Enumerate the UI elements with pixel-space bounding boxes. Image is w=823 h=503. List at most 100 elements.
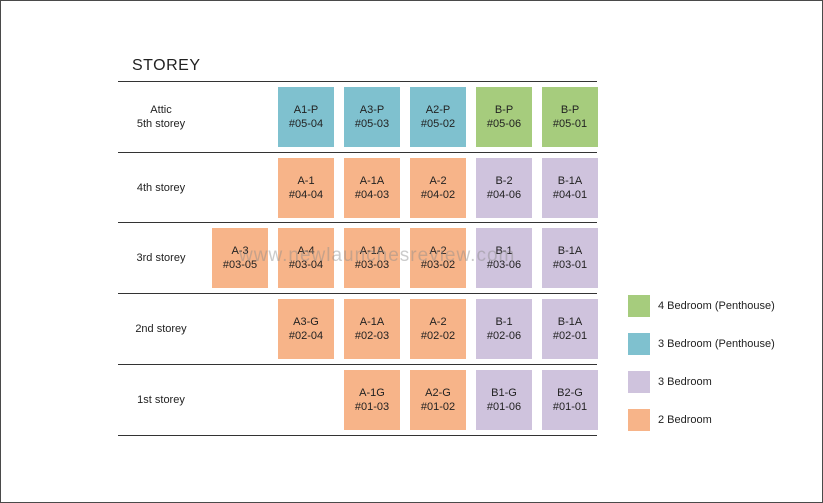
storey-label: 1st storey [118,393,204,407]
unit-type-code: B-2 [495,175,513,187]
diagram-title: STOREY [132,57,201,74]
unit-03-06[interactable]: B-1 #03-06 [476,228,532,288]
row-divider [118,81,597,82]
unit-05-01[interactable]: B-P #05-01 [542,87,598,147]
legend-swatch [628,371,650,393]
unit-03-02[interactable]: A-2 #03-02 [410,228,466,288]
unit-number: #04-03 [354,189,390,201]
unit-02-02[interactable]: A-2 #02-02 [410,299,466,359]
unit-type-code: A-1A [359,175,385,187]
unit-number: #05-01 [552,118,588,130]
unit-04-02[interactable]: A-2 #04-02 [410,158,466,218]
storey-label-line: 2nd storey [135,323,187,335]
unit-number: #01-06 [486,401,522,413]
unit-type-code: A-1A [359,316,385,328]
unit-type-code: B-1 [495,316,513,328]
unit-01-02[interactable]: A2-G #01-02 [410,370,466,430]
legend-swatch [628,295,650,317]
unit-03-01[interactable]: B-1A #03-01 [542,228,598,288]
unit-03-03[interactable]: A-1A #03-03 [344,228,400,288]
unit-type-code: B1-G [491,387,517,399]
storey-label-line: 4th storey [136,182,186,194]
unit-number: #03-01 [552,259,588,271]
unit-number: #03-05 [222,259,258,271]
unit-number: #03-03 [354,259,390,271]
row-divider [118,222,597,223]
unit-type-code: B-1A [557,245,583,257]
unit-type-code: B-P [560,104,580,116]
unit-type-code: A-4 [297,245,315,257]
unit-05-03[interactable]: A3-P #05-03 [344,87,400,147]
legend-label: 4 Bedroom (Penthouse) [658,300,775,312]
unit-number: #04-01 [552,189,588,201]
unit-number: #05-02 [420,118,456,130]
unit-number: #03-06 [486,259,522,271]
unit-type-code: B-1A [557,316,583,328]
unit-type-code: A3-P [359,104,385,116]
unit-type-code: A-1G [359,387,385,399]
unit-number: #01-03 [354,401,390,413]
unit-01-01[interactable]: B2-G #01-01 [542,370,598,430]
unit-number: #03-04 [288,259,324,271]
unit-type-code: A2-G [425,387,451,399]
unit-number: #01-01 [552,401,588,413]
legend-label: 2 Bedroom [658,414,712,426]
unit-type-code: B-1 [495,245,513,257]
row-divider [118,364,597,365]
unit-type-code: A-3 [231,245,249,257]
storey-label-line: 1st storey [137,394,185,406]
unit-number: #02-06 [486,330,522,342]
storey-label: 4th storey [118,181,204,195]
unit-type-code: A-2 [429,316,447,328]
storey-label-line: Attic [150,104,172,116]
unit-02-04[interactable]: A3-G #02-04 [278,299,334,359]
unit-number: #05-04 [288,118,324,130]
unit-number: #02-01 [552,330,588,342]
storey-label: Attic 5th storey [118,103,204,131]
unit-type-code: B-1A [557,175,583,187]
unit-type-code: A-1A [359,245,385,257]
unit-05-04[interactable]: A1-P #05-04 [278,87,334,147]
unit-05-06[interactable]: B-P #05-06 [476,87,532,147]
unit-number: #05-06 [486,118,522,130]
unit-type-code: A1-P [293,104,319,116]
storey-label: 2nd storey [118,322,204,336]
unit-04-04[interactable]: A-1 #04-04 [278,158,334,218]
unit-number: #04-06 [486,189,522,201]
unit-01-06[interactable]: B1-G #01-06 [476,370,532,430]
unit-number: #04-04 [288,189,324,201]
row-divider [118,435,597,436]
unit-04-01[interactable]: B-1A #04-01 [542,158,598,218]
unit-05-02[interactable]: A2-P #05-02 [410,87,466,147]
legend-swatch [628,409,650,431]
unit-type-code: A-1 [297,175,315,187]
unit-02-06[interactable]: B-1 #02-06 [476,299,532,359]
unit-02-03[interactable]: A-1A #02-03 [344,299,400,359]
unit-type-code: A3-G [293,316,319,328]
unit-number: #03-02 [420,259,456,271]
legend-item: 4 Bedroom (Penthouse) [628,295,775,317]
unit-number: #02-03 [354,330,390,342]
unit-type-code: A2-P [425,104,451,116]
legend-swatch [628,333,650,355]
unit-number: #05-03 [354,118,390,130]
unit-04-06[interactable]: B-2 #04-06 [476,158,532,218]
unit-03-04[interactable]: A-4 #03-04 [278,228,334,288]
unit-type-code: B-P [494,104,514,116]
unit-type-code: A-2 [429,175,447,187]
legend-item: 3 Bedroom [628,371,712,393]
legend-item: 3 Bedroom (Penthouse) [628,333,775,355]
storey-label: 3rd storey [118,251,204,265]
unit-type-code: B2-G [557,387,583,399]
unit-01-03[interactable]: A-1G #01-03 [344,370,400,430]
unit-03-05[interactable]: A-3 #03-05 [212,228,268,288]
unit-number: #01-02 [420,401,456,413]
unit-number: #02-02 [420,330,456,342]
storey-label-line: 5th storey [136,118,186,130]
storey-label-line: 3rd storey [136,252,186,264]
legend-label: 3 Bedroom (Penthouse) [658,338,775,350]
unit-number: #04-02 [420,189,456,201]
unit-02-01[interactable]: B-1A #02-01 [542,299,598,359]
unit-04-03[interactable]: A-1A #04-03 [344,158,400,218]
